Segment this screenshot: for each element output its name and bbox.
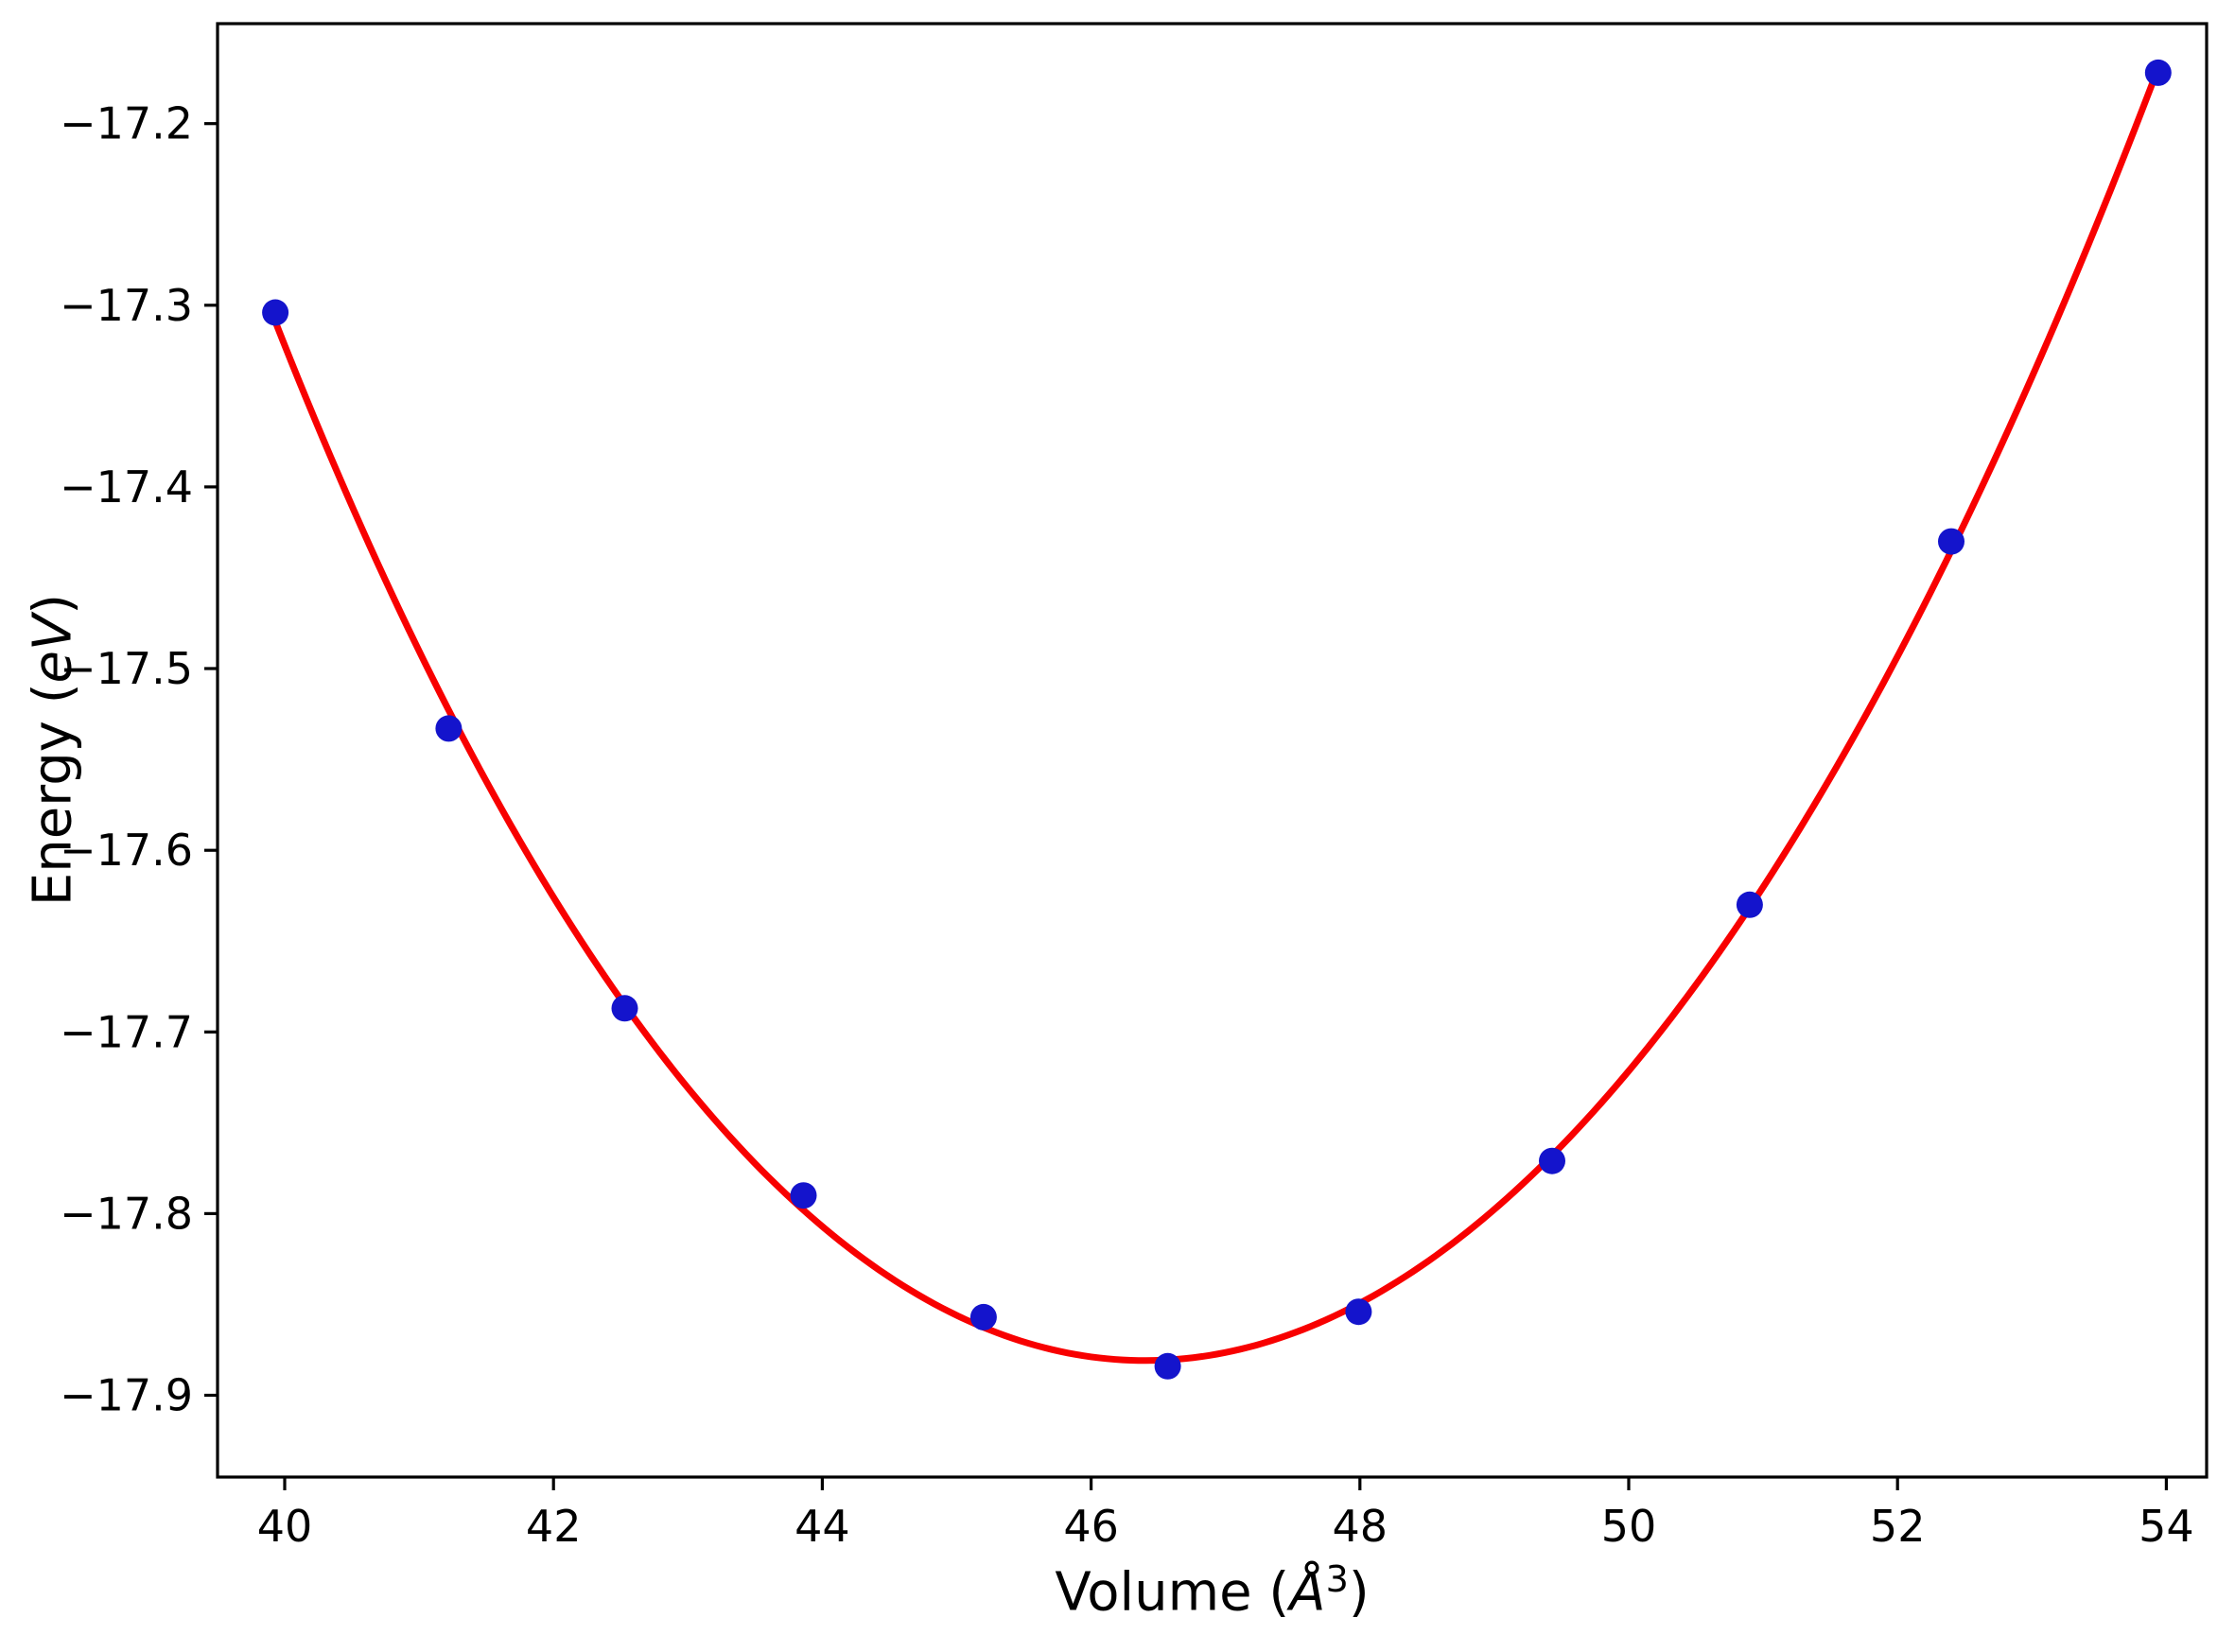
y-tick-label: −17.2 [60, 98, 193, 149]
data-point [1736, 891, 1763, 918]
y-axis-label-suffix: ) [22, 593, 84, 615]
x-axis-label: Volume (Å3) [218, 1558, 2207, 1624]
x-axis-label-superscript: 3 [1325, 1558, 1349, 1600]
y-tick-label: −17.5 [60, 643, 193, 694]
x-tick-label: 44 [794, 1501, 850, 1552]
data-point [435, 715, 463, 742]
y-tick-label: −17.4 [60, 461, 193, 513]
data-point [790, 1182, 817, 1209]
y-axis-label: Energy (eV) [23, 594, 84, 906]
data-point [611, 995, 638, 1022]
data-points [262, 59, 2172, 1380]
axes-spines [216, 22, 2209, 1479]
x-tick-label: 42 [526, 1501, 582, 1552]
x-axis-label-suffix: ) [1348, 1561, 1370, 1624]
y-tick-label: −17.6 [60, 825, 193, 876]
x-axis-label-symbol: Å [1289, 1561, 1326, 1624]
y-tick-label: −17.8 [60, 1188, 193, 1239]
x-tick-label: 50 [1601, 1501, 1657, 1552]
data-point [1345, 1298, 1372, 1326]
data-point [1539, 1147, 1565, 1174]
x-axis-label-prefix: Volume ( [1055, 1561, 1290, 1624]
fit-curve [271, 64, 2162, 1365]
x-axis-ticks: 40 42 44 46 48 50 52 54 [257, 1477, 2194, 1552]
y-axis-ticks: −17.2 −17.3 −17.4 −17.5 −17.6 −17.7 −17.8 −17.9 [60, 98, 218, 1421]
data-point [1154, 1352, 1181, 1380]
x-tick-label: 52 [1870, 1501, 1926, 1552]
data-point [1938, 528, 1964, 555]
x-tick-label: 54 [2139, 1501, 2194, 1552]
y-axis-label-prefix: Energy ( [22, 683, 84, 907]
y-tick-label: −17.9 [60, 1370, 193, 1421]
x-tick-label: 40 [257, 1501, 313, 1552]
y-axis-label-symbol: eV [22, 614, 84, 684]
data-point [262, 299, 289, 326]
y-tick-label: −17.7 [60, 1006, 193, 1057]
x-tick-label: 48 [1333, 1501, 1388, 1552]
x-tick-label: 46 [1063, 1501, 1119, 1552]
y-tick-label: −17.3 [60, 280, 193, 331]
data-point [2144, 59, 2172, 86]
data-point [969, 1303, 997, 1330]
